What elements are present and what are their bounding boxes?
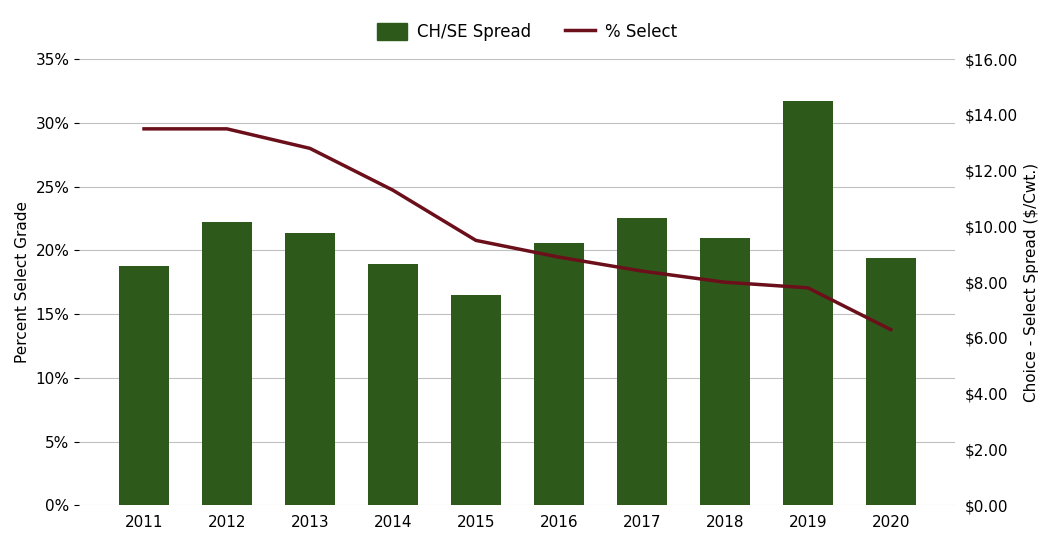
Y-axis label: Percent Select Grade: Percent Select Grade [15, 201, 30, 363]
Bar [368, 264, 417, 505]
Y-axis label: Choice - Select Spread ($/Cwt.): Choice - Select Spread ($/Cwt.) [1024, 162, 1039, 402]
Bar [119, 265, 169, 505]
% Select [801, 284, 814, 291]
Bar [285, 233, 335, 505]
% Select [220, 125, 233, 132]
% Select [470, 237, 483, 244]
Bar [202, 222, 252, 505]
Bar [866, 258, 916, 505]
Legend: CH/SE Spread, % Select: CH/SE Spread, % Select [371, 16, 683, 48]
% Select [387, 187, 399, 193]
% Select [636, 268, 648, 274]
Bar [783, 101, 833, 505]
Bar [451, 295, 501, 505]
% Select [552, 254, 565, 261]
Bar [534, 243, 584, 505]
% Select [884, 326, 897, 333]
% Select [138, 125, 151, 132]
Bar [617, 219, 667, 505]
Bar [700, 238, 749, 505]
% Select [304, 145, 316, 152]
% Select [719, 279, 731, 286]
Line: % Select: % Select [144, 129, 891, 330]
